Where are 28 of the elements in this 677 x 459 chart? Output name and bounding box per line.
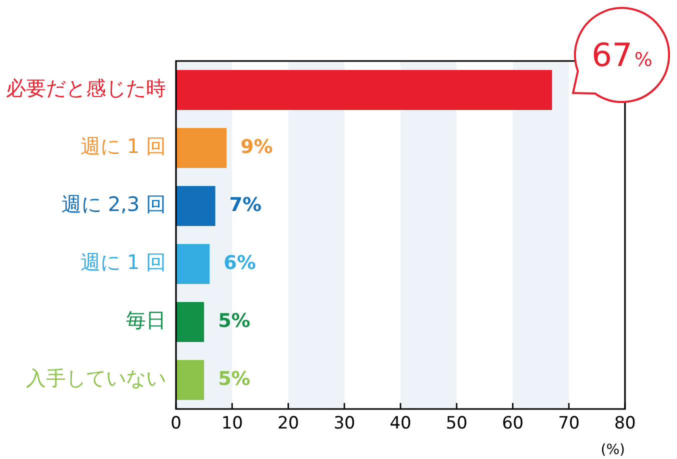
y-tick-label: 毎日 bbox=[126, 308, 166, 332]
x-tick-label: 50 bbox=[446, 414, 468, 434]
x-tick-label: 10 bbox=[221, 414, 243, 434]
y-tick-label: 週に 1 回 bbox=[80, 250, 166, 274]
data-label: 7% bbox=[229, 194, 262, 216]
x-tick-label: 70 bbox=[558, 414, 580, 434]
bar bbox=[176, 302, 204, 342]
y-tick-label: 入手していない bbox=[26, 366, 166, 390]
bar bbox=[176, 128, 227, 168]
x-tick-label: 0 bbox=[170, 414, 182, 434]
data-label: 5% bbox=[218, 310, 250, 332]
bar bbox=[176, 360, 204, 400]
data-label: 6% bbox=[224, 252, 256, 274]
data-label: 67% bbox=[592, 36, 652, 74]
data-label: 9% bbox=[240, 136, 273, 158]
bar bbox=[176, 186, 216, 226]
bar bbox=[176, 70, 552, 110]
data-label: 5% bbox=[218, 368, 250, 390]
bar bbox=[176, 244, 210, 284]
x-tick-label: 40 bbox=[390, 414, 412, 434]
y-tick-label: 週に 2,3 回 bbox=[61, 192, 166, 216]
x-tick-label: 60 bbox=[502, 414, 524, 434]
x-axis-title: (%) bbox=[600, 442, 625, 458]
x-tick-label: 20 bbox=[277, 414, 300, 434]
y-tick-label: 必要だと感じた時 bbox=[6, 76, 166, 100]
x-tick-label: 30 bbox=[334, 414, 356, 434]
y-tick-label: 週に 1 回 bbox=[80, 134, 166, 158]
x-tick-label: 80 bbox=[614, 414, 636, 434]
